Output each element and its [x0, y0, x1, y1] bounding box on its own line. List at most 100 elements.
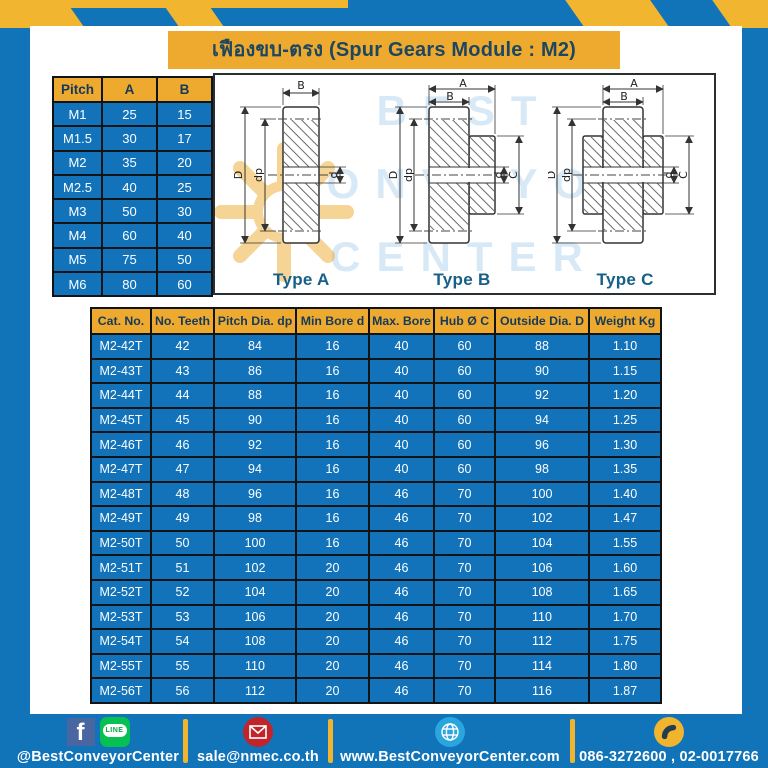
table-cell: 60	[433, 382, 496, 409]
table-cell: 112	[213, 677, 297, 704]
table-cell: 96	[213, 480, 297, 508]
table-cell: M2-52T	[90, 578, 152, 606]
table-cell: 46	[368, 652, 435, 680]
table-cell: 48	[150, 480, 215, 508]
table-cell: 40	[368, 357, 435, 385]
table-row: M2-52T 52 104 20 46 70 108 1.65	[90, 578, 662, 606]
table-cell: M2-50T	[90, 529, 152, 557]
social-handle[interactable]: @BestConveyorCenter	[16, 749, 180, 765]
dim-label: B	[620, 90, 628, 103]
facebook-icon[interactable]: f	[66, 718, 95, 746]
dim-label: D	[548, 171, 558, 179]
table-cell: 40	[368, 406, 435, 434]
line-icon[interactable]: LINE	[99, 717, 130, 747]
footer: f LINE @BestConveyorCenter sale@nmec.co.…	[0, 714, 768, 768]
table-cell: 108	[494, 578, 590, 606]
table-row: M2-53T 53 106 20 46 70 110 1.70	[90, 603, 662, 631]
table-cell: 40	[156, 222, 213, 249]
table-cell: 96	[494, 431, 590, 458]
table-cell: 16	[295, 455, 370, 483]
table-cell: 94	[213, 455, 297, 483]
table-row: M2-43T 43 86 16 40 60 90 1.15	[90, 357, 662, 385]
table-row: M2-56T 56 112 20 46 70 116 1.87	[90, 677, 662, 704]
table-cell: 40	[101, 173, 158, 201]
table-row: M2-46T 46 92 16 40 60 96 1.30	[90, 431, 662, 458]
table-cell: 104	[494, 529, 590, 557]
dim-label: dp	[252, 168, 265, 182]
table-cell: 40	[368, 382, 435, 409]
column-header: Pitch	[52, 76, 103, 103]
dim-label: dp	[560, 168, 573, 182]
table-cell: 20	[295, 603, 370, 631]
table-cell: 106	[213, 603, 297, 631]
table-cell: 16	[295, 357, 370, 385]
diagram-label: Type A	[273, 270, 330, 289]
table-row: M4 60 40	[52, 222, 213, 249]
table-cell: 114	[494, 652, 590, 680]
table-cell: 55	[150, 652, 215, 680]
dim-label: A	[630, 79, 638, 90]
table-cell: 100	[494, 480, 590, 508]
footer-email[interactable]: sale@nmec.co.th	[192, 716, 324, 765]
table-cell: 46	[368, 529, 435, 557]
table-cell: 46	[368, 677, 435, 704]
table-cell: 46	[368, 603, 435, 631]
dim-label: B	[298, 79, 306, 92]
table-cell: 60	[433, 406, 496, 434]
dim-label: C	[507, 171, 520, 179]
table-cell: 60	[156, 271, 213, 298]
table-row: M2-47T 47 94 16 40 60 98 1.35	[90, 455, 662, 483]
column-header: Outside Dia. D	[494, 307, 590, 335]
table-cell: 94	[494, 406, 590, 434]
hazard-tape-top	[0, 0, 768, 28]
table-row: M6 80 60	[52, 271, 213, 298]
table-cell: M3	[52, 198, 103, 225]
table-cell: 1.65	[588, 578, 662, 606]
column-header: Weight Kg	[588, 307, 662, 335]
table-cell: 46	[368, 480, 435, 508]
table-cell: 1.40	[588, 480, 662, 508]
table-cell: 88	[494, 333, 590, 360]
table-cell: 104	[213, 578, 297, 606]
table-cell: 50	[156, 246, 213, 274]
table-cell: 20	[295, 677, 370, 704]
table-cell: 16	[295, 333, 370, 360]
footer-divider	[328, 719, 333, 763]
website-url[interactable]: www.BestConveyorCenter.com	[340, 749, 560, 765]
table-cell: 112	[494, 628, 590, 655]
email-address[interactable]: sale@nmec.co.th	[197, 749, 319, 765]
table-row: M2.5 40 25	[52, 173, 213, 201]
table-cell: 17	[156, 125, 213, 152]
table-row: M2-49T 49 98 16 46 70 102 1.47	[90, 505, 662, 532]
footer-social[interactable]: f LINE @BestConveyorCenter	[16, 716, 180, 765]
phone-icon[interactable]	[654, 717, 684, 747]
gear-drawing-type-a: B D dp d	[232, 79, 347, 244]
mail-icon[interactable]	[243, 717, 273, 747]
table-cell: 70	[433, 677, 496, 704]
table-cell: M2	[52, 149, 103, 176]
footer-phone[interactable]: 086-3272600 , 02-0017766	[576, 716, 762, 765]
table-cell: 1.35	[588, 455, 662, 483]
table-cell: 60	[433, 357, 496, 385]
table-cell: 60	[433, 455, 496, 483]
table-cell: M2-56T	[90, 677, 152, 704]
table-cell: 70	[433, 529, 496, 557]
column-header: B	[156, 76, 213, 103]
table-cell: 90	[213, 406, 297, 434]
table-cell: 88	[213, 382, 297, 409]
table-cell: M2-48T	[90, 480, 152, 508]
table-row: M2-48T 48 96 16 46 70 100 1.40	[90, 480, 662, 508]
header-row: Cat. No. No. Teeth Pitch Dia. dp Min Bore d…	[90, 307, 662, 335]
table-cell: 1.47	[588, 505, 662, 532]
table-cell: 70	[433, 480, 496, 508]
table-cell: 30	[101, 125, 158, 152]
globe-icon[interactable]	[435, 717, 465, 747]
table-cell: 46	[368, 578, 435, 606]
footer-website[interactable]: www.BestConveyorCenter.com	[334, 716, 566, 765]
phone-numbers[interactable]: 086-3272600 , 02-0017766	[579, 749, 759, 765]
table-cell: M1.5	[52, 125, 103, 152]
column-header: No. Teeth	[150, 307, 215, 335]
table-cell: 20	[295, 652, 370, 680]
content-panel: เฟืองขบ-ตรง (Spur Gears Module : M2) Pit…	[30, 26, 742, 714]
